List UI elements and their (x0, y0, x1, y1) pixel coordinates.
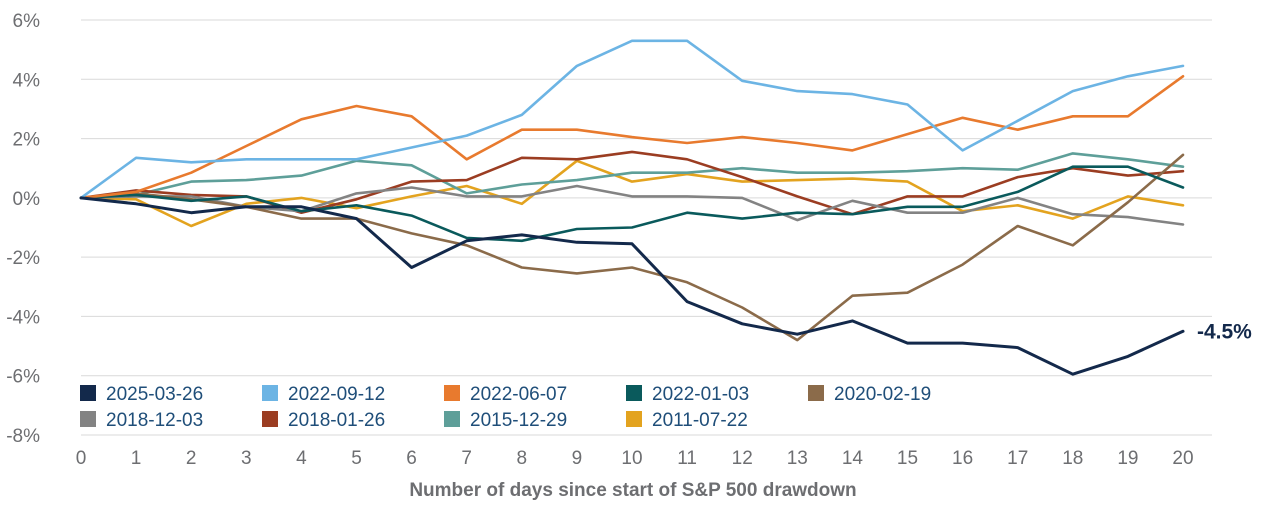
series-line-2025-03-26 (79, 196, 1185, 376)
legend-item: 2018-01-26 (262, 410, 385, 431)
x-tick-label: 20 (1172, 448, 1193, 469)
legend-swatch (626, 385, 642, 401)
x-tick-label: 3 (241, 448, 252, 469)
legend-label: 2022-01-03 (652, 384, 749, 405)
y-tick-label: 2% (13, 130, 41, 151)
end-value-label: -4.5% (1197, 320, 1252, 343)
legend-swatch (262, 411, 278, 427)
x-tick-label: 1 (131, 448, 142, 469)
x-tick-label: 2 (186, 448, 197, 469)
x-axis-ticks: 0 1 2 3 4 5 6 7 8 9 10 11 12 13 14 15 16 17 18 19 20 (76, 448, 1194, 469)
legend-swatch (808, 385, 824, 401)
x-axis-label: Number of days since start of S&P 500 dr… (409, 480, 856, 501)
legend-label: 2011-07-22 (652, 410, 748, 431)
x-tick-label: 4 (296, 448, 307, 469)
legend-item: 2015-12-29 (444, 410, 567, 431)
series-line-2022-09-12 (79, 39, 1185, 200)
legend-item: 2011-07-22 (626, 410, 748, 431)
y-tick-label: -2% (6, 248, 40, 269)
x-tick-label: 5 (351, 448, 362, 469)
legend-swatch (80, 411, 96, 427)
legend-item: 2025-03-26 (80, 384, 203, 405)
legend-item: 2022-01-03 (626, 384, 749, 405)
x-tick-label: 15 (897, 448, 918, 469)
series-lines (79, 39, 1185, 376)
x-tick-label: 18 (1062, 448, 1083, 469)
x-tick-label: 10 (621, 448, 642, 469)
x-tick-label: 7 (461, 448, 472, 469)
legend-swatch (626, 411, 642, 427)
legend-label: 2022-09-12 (288, 384, 385, 405)
x-tick-label: 6 (406, 448, 417, 469)
legend-item: 2018-12-03 (80, 410, 203, 431)
series-line-2022-01-03 (79, 165, 1185, 243)
x-tick-label: 8 (517, 448, 528, 469)
legend-label: 2015-12-29 (470, 410, 567, 431)
x-tick-label: 11 (677, 448, 697, 469)
series-line-2022-06-07 (79, 75, 1185, 200)
gridlines (81, 19, 1212, 436)
legend-label: 2020-02-19 (834, 384, 931, 405)
x-tick-label: 17 (1007, 448, 1028, 469)
legend-label: 2018-12-03 (106, 410, 203, 431)
legend-label: 2025-03-26 (106, 384, 203, 405)
legend-swatch (444, 411, 460, 427)
y-tick-label: -6% (6, 367, 40, 388)
x-tick-label: 12 (732, 448, 753, 469)
y-tick-label: -8% (6, 426, 40, 447)
y-axis-ticks: 6% 4% 2% 0% -2% -4% -6% -8% (6, 11, 40, 447)
legend-label: 2022-06-07 (470, 384, 567, 405)
x-tick-label: 14 (842, 448, 864, 469)
x-tick-label: 0 (76, 448, 87, 469)
legend-item: 2022-06-07 (444, 384, 567, 405)
y-tick-label: -4% (6, 307, 40, 328)
x-tick-label: 16 (952, 448, 973, 469)
x-tick-label: 9 (572, 448, 583, 469)
legend: 2025-03-26 2022-09-12 2022-06-07 2022-01-03… (70, 378, 970, 434)
legend-swatch (444, 385, 460, 401)
legend-item: 2022-09-12 (262, 384, 385, 405)
x-tick-label: 13 (787, 448, 808, 469)
series-line-2015-12-29 (79, 152, 1185, 200)
y-tick-label: 4% (13, 70, 41, 91)
legend-swatch (80, 385, 96, 401)
x-tick-label: 19 (1117, 448, 1138, 469)
legend-item: 2020-02-19 (808, 384, 931, 405)
legend-label: 2018-01-26 (288, 410, 385, 431)
series-line-2020-02-19 (79, 153, 1185, 342)
y-tick-label: 6% (13, 11, 41, 32)
y-tick-label: 0% (13, 189, 41, 210)
legend-swatch (262, 385, 278, 401)
